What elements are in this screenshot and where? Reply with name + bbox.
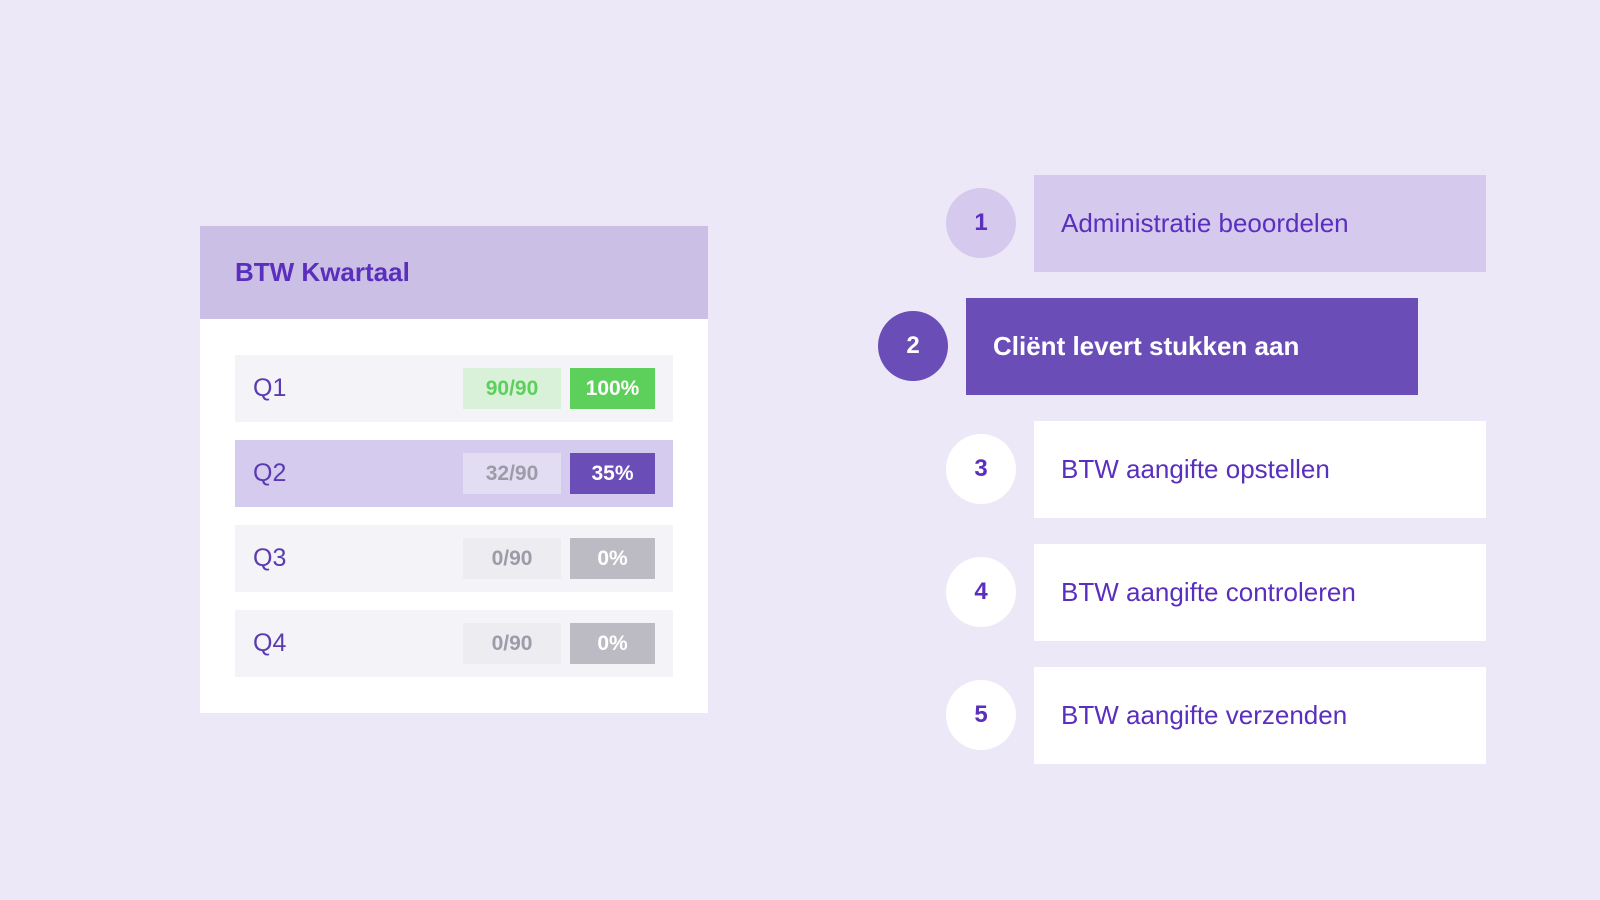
quarter-percent-badge: 0%: [570, 623, 655, 664]
quarter-count: 90/90: [463, 368, 561, 409]
quarter-row-q2[interactable]: Q2 32/90 35%: [235, 440, 673, 507]
step-4[interactable]: 4 BTW aangifte controleren: [946, 544, 1486, 641]
step-1[interactable]: 1 Administratie beoordelen: [946, 175, 1486, 272]
quarter-row-q4[interactable]: Q4 0/90 0%: [235, 610, 673, 677]
quarter-count: 0/90: [463, 538, 561, 579]
step-number-badge: 4: [946, 557, 1016, 627]
step-label: BTW aangifte verzenden: [1034, 667, 1486, 764]
step-label: Cliënt levert stukken aan: [966, 298, 1418, 395]
quarter-list: Q1 90/90 100% Q2 32/90 35% Q3 0/90 0% Q4…: [200, 319, 708, 677]
quarter-label: Q4: [253, 629, 287, 657]
quarter-percent-badge: 0%: [570, 538, 655, 579]
quarter-percent-badge: 35%: [570, 453, 655, 494]
quarter-row-q1[interactable]: Q1 90/90 100%: [235, 355, 673, 422]
card-header: BTW Kwartaal: [200, 226, 708, 319]
quarter-label: Q2: [253, 459, 287, 487]
step-5[interactable]: 5 BTW aangifte verzenden: [946, 667, 1486, 764]
step-label: BTW aangifte opstellen: [1034, 421, 1486, 518]
step-label: Administratie beoordelen: [1034, 175, 1486, 272]
step-2[interactable]: 2 Cliënt levert stukken aan: [878, 298, 1418, 395]
quarter-count: 0/90: [463, 623, 561, 664]
step-number-badge: 2: [878, 311, 948, 381]
quarter-row-q3[interactable]: Q3 0/90 0%: [235, 525, 673, 592]
quarter-label: Q1: [253, 374, 287, 402]
step-number-badge: 1: [946, 188, 1016, 258]
step-3[interactable]: 3 BTW aangifte opstellen: [946, 421, 1486, 518]
step-number-badge: 3: [946, 434, 1016, 504]
step-label: BTW aangifte controleren: [1034, 544, 1486, 641]
quarter-percent-badge: 100%: [570, 368, 655, 409]
quarter-label: Q3: [253, 544, 287, 572]
quarter-count: 32/90: [463, 453, 561, 494]
btw-quarter-card: BTW Kwartaal Q1 90/90 100% Q2 32/90 35% …: [200, 226, 708, 713]
step-number-badge: 5: [946, 680, 1016, 750]
card-title: BTW Kwartaal: [235, 257, 410, 287]
